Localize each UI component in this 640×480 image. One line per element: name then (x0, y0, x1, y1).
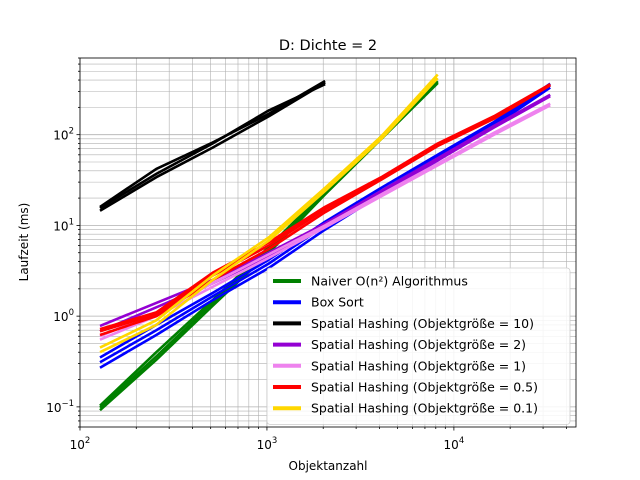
plot-frame (79, 57, 577, 428)
series-group (99, 73, 439, 354)
series-line (99, 81, 326, 212)
y-tick-label: 10−1 (46, 399, 74, 415)
x-axis-label: Objektanzahl (289, 459, 368, 473)
y-tick-label: 100 (53, 308, 74, 324)
series-line (99, 82, 551, 359)
chart-title: D: Dichte = 2 (279, 38, 377, 54)
legend-label: Spatial Hashing (Objektgröße = 0.1) (311, 401, 538, 416)
x-tick-label: 102 (70, 436, 91, 452)
series-group (99, 79, 326, 212)
legend-label: Spatial Hashing (Objektgröße = 1) (311, 358, 526, 373)
y-tick-label: 102 (53, 127, 74, 143)
series-line (99, 73, 439, 349)
y-axis-label: Laufzeit (ms) (17, 203, 31, 282)
series-line (99, 83, 551, 331)
plot-lines (99, 73, 551, 412)
legend-label: Naiver O(n²) Algorithmus (311, 274, 468, 289)
series-line (99, 93, 551, 328)
x-tick-label: 104 (444, 436, 465, 452)
legend: Naiver O(n²) Algorithmus Box Sort Spatial … (266, 267, 571, 425)
y-tick-label: 101 (53, 217, 74, 233)
legend-label: Spatial Hashing (Objektgröße = 2) (311, 337, 526, 352)
legend-label: Spatial Hashing (Objektgröße = 10) (311, 316, 534, 331)
series-line (99, 77, 439, 354)
axis-ticks: 102 103 104 10−1 100 101 102 (46, 57, 567, 452)
legend-label: Spatial Hashing (Objektgröße = 0.5) (311, 380, 538, 395)
legend-label: Box Sort (311, 295, 364, 310)
x-tick-label: 103 (257, 436, 278, 452)
series-line (99, 79, 326, 208)
legend-box (266, 267, 571, 425)
